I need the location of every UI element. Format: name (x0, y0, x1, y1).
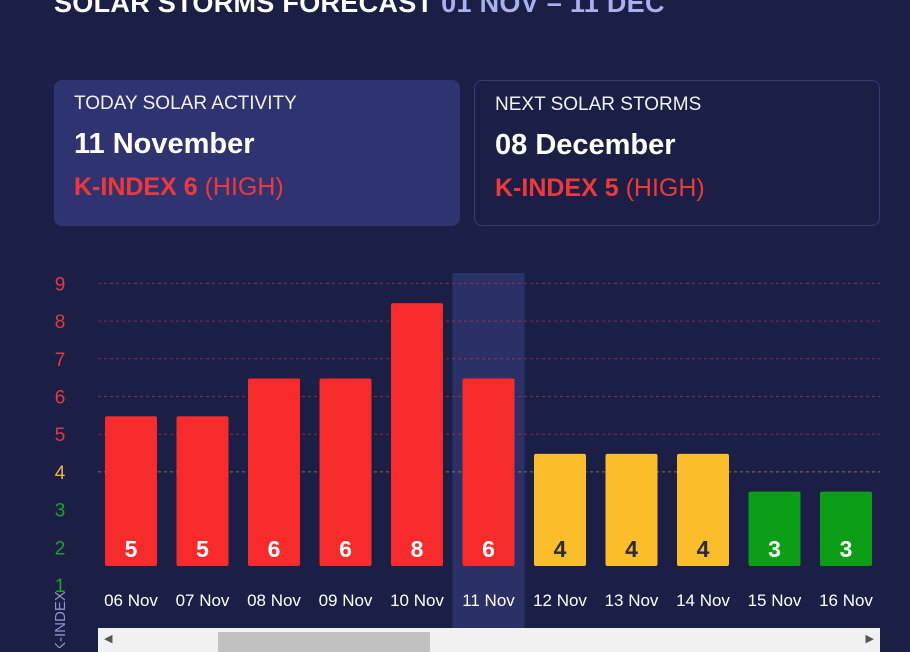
y-tick-label-7: 7 (55, 350, 66, 371)
x-tick-label-9: 15 Nov (748, 591, 802, 610)
scroll-left-arrow-icon[interactable]: ◀ (104, 633, 113, 645)
next-storms-card: NEXT SOLAR STORMS 08 December K-INDEX 5 … (474, 80, 880, 226)
y-tick-label-5: 5 (55, 425, 66, 446)
y-tick-label-8: 8 (55, 312, 66, 333)
y-tick-label-4: 4 (55, 463, 66, 484)
y-tick-label-3: 3 (55, 501, 66, 522)
y-tick-label-1: 1 (55, 576, 66, 597)
bar-6 (534, 453, 586, 566)
page-title: SOLAR STORMS FORECAST 01 NOV – 11 DEC (54, 0, 665, 19)
bar-value-label-6: 4 (554, 536, 567, 562)
x-tick-label-7: 13 Nov (605, 591, 659, 610)
x-tick-label-0: 06 Nov (104, 591, 158, 610)
bar-10 (820, 491, 872, 566)
bar-value-label-7: 4 (625, 536, 638, 562)
bar-7 (605, 453, 658, 566)
bar-value-label-3: 6 (339, 536, 352, 562)
bar-4 (391, 303, 443, 566)
scrollbar-thumb[interactable] (218, 632, 430, 652)
x-tick-label-6: 12 Nov (533, 591, 587, 610)
next-kindex-value: K-INDEX 5 (495, 174, 619, 202)
x-tick-label-2: 08 Nov (247, 591, 301, 610)
next-kindex-level: (HIGH) (625, 174, 705, 202)
title-date-range: 01 NOV – 11 DEC (441, 0, 665, 18)
x-tick-label-1: 07 Nov (176, 591, 230, 610)
bar-8 (677, 453, 729, 566)
today-card-label: TODAY SOLAR ACTIVITY (74, 93, 297, 114)
today-kindex-level: (HIGH) (204, 173, 284, 201)
y-tick-label-9: 9 (55, 274, 66, 295)
bar-9 (748, 491, 801, 566)
y-tick-label-2: 2 (55, 538, 66, 559)
scroll-right-arrow-icon[interactable]: ▶ (865, 633, 874, 645)
bar-value-label-10: 3 (840, 536, 853, 562)
y-tick-label-6: 6 (55, 388, 66, 409)
y-axis-label: K-INDEX (52, 591, 69, 648)
bar-value-label-9: 3 (768, 536, 781, 562)
bar-value-label-8: 4 (697, 536, 710, 562)
chart-horizontal-scrollbar[interactable]: ◀ ▶ (98, 628, 880, 652)
bar-1 (176, 416, 229, 566)
today-kindex-value: K-INDEX 6 (74, 173, 198, 201)
next-card-kindex: K-INDEX 5 (HIGH) (495, 174, 859, 203)
x-tick-label-8: 14 Nov (676, 591, 730, 610)
x-tick-label-3: 09 Nov (319, 591, 373, 610)
bar-value-label-5: 6 (482, 536, 495, 562)
bar-0 (105, 416, 157, 566)
bar-5 (462, 378, 515, 566)
today-card-date: 11 November (74, 128, 255, 160)
x-tick-label-4: 10 Nov (390, 591, 444, 610)
today-card-kindex: K-INDEX 6 (HIGH) (74, 173, 440, 202)
bar-3 (319, 378, 372, 566)
title-text: SOLAR STORMS FORECAST (54, 0, 434, 18)
bar-value-label-2: 6 (268, 536, 281, 562)
x-tick-label-5: 11 Nov (462, 591, 515, 610)
next-card-label: NEXT SOLAR STORMS (495, 94, 702, 115)
next-card-date: 08 December (495, 129, 676, 161)
bar-value-label-1: 5 (196, 536, 209, 562)
bar-value-label-4: 8 (411, 536, 424, 562)
x-tick-label-10: 16 Nov (819, 591, 873, 610)
bar-value-label-0: 5 (125, 536, 138, 562)
bar-2 (248, 378, 300, 566)
today-activity-card: TODAY SOLAR ACTIVITY 11 November K-INDEX… (54, 80, 460, 226)
